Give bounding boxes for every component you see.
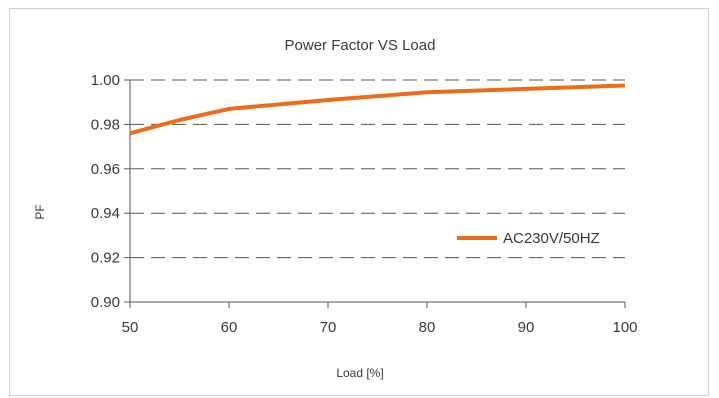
x-tick-label: 50 (122, 319, 139, 336)
x-tick-label: 90 (518, 319, 535, 336)
x-tick-label: 80 (419, 319, 436, 336)
tick-labels: 0.90 0.92 0.94 0.96 0.98 1.00 50 60 70 80 90 100 (91, 72, 638, 336)
x-axis-label: Load [%] (336, 366, 383, 380)
chart-frame (9, 8, 709, 396)
series-line (129, 83, 626, 136)
x-tick-label: 100 (612, 319, 637, 336)
x-tick-label: 70 (320, 319, 337, 336)
y-tick-label: 0.90 (91, 294, 120, 311)
y-tick-label: 1.00 (91, 72, 120, 89)
grid-lines (130, 79, 625, 259)
y-tick-label: 0.98 (91, 116, 120, 133)
y-tick-label: 0.94 (91, 205, 120, 222)
series-lines (129, 83, 626, 136)
legend: AC230V/50HZ (457, 230, 600, 247)
y-tick-label: 0.96 (91, 161, 120, 178)
y-axis-label: PF (33, 204, 47, 219)
y-tick-label: 0.92 (91, 250, 120, 267)
chart-title: Power Factor VS Load (285, 37, 436, 54)
x-tick-label: 60 (221, 319, 238, 336)
legend-label: AC230V/50HZ (503, 230, 600, 247)
axes (124, 79, 626, 308)
